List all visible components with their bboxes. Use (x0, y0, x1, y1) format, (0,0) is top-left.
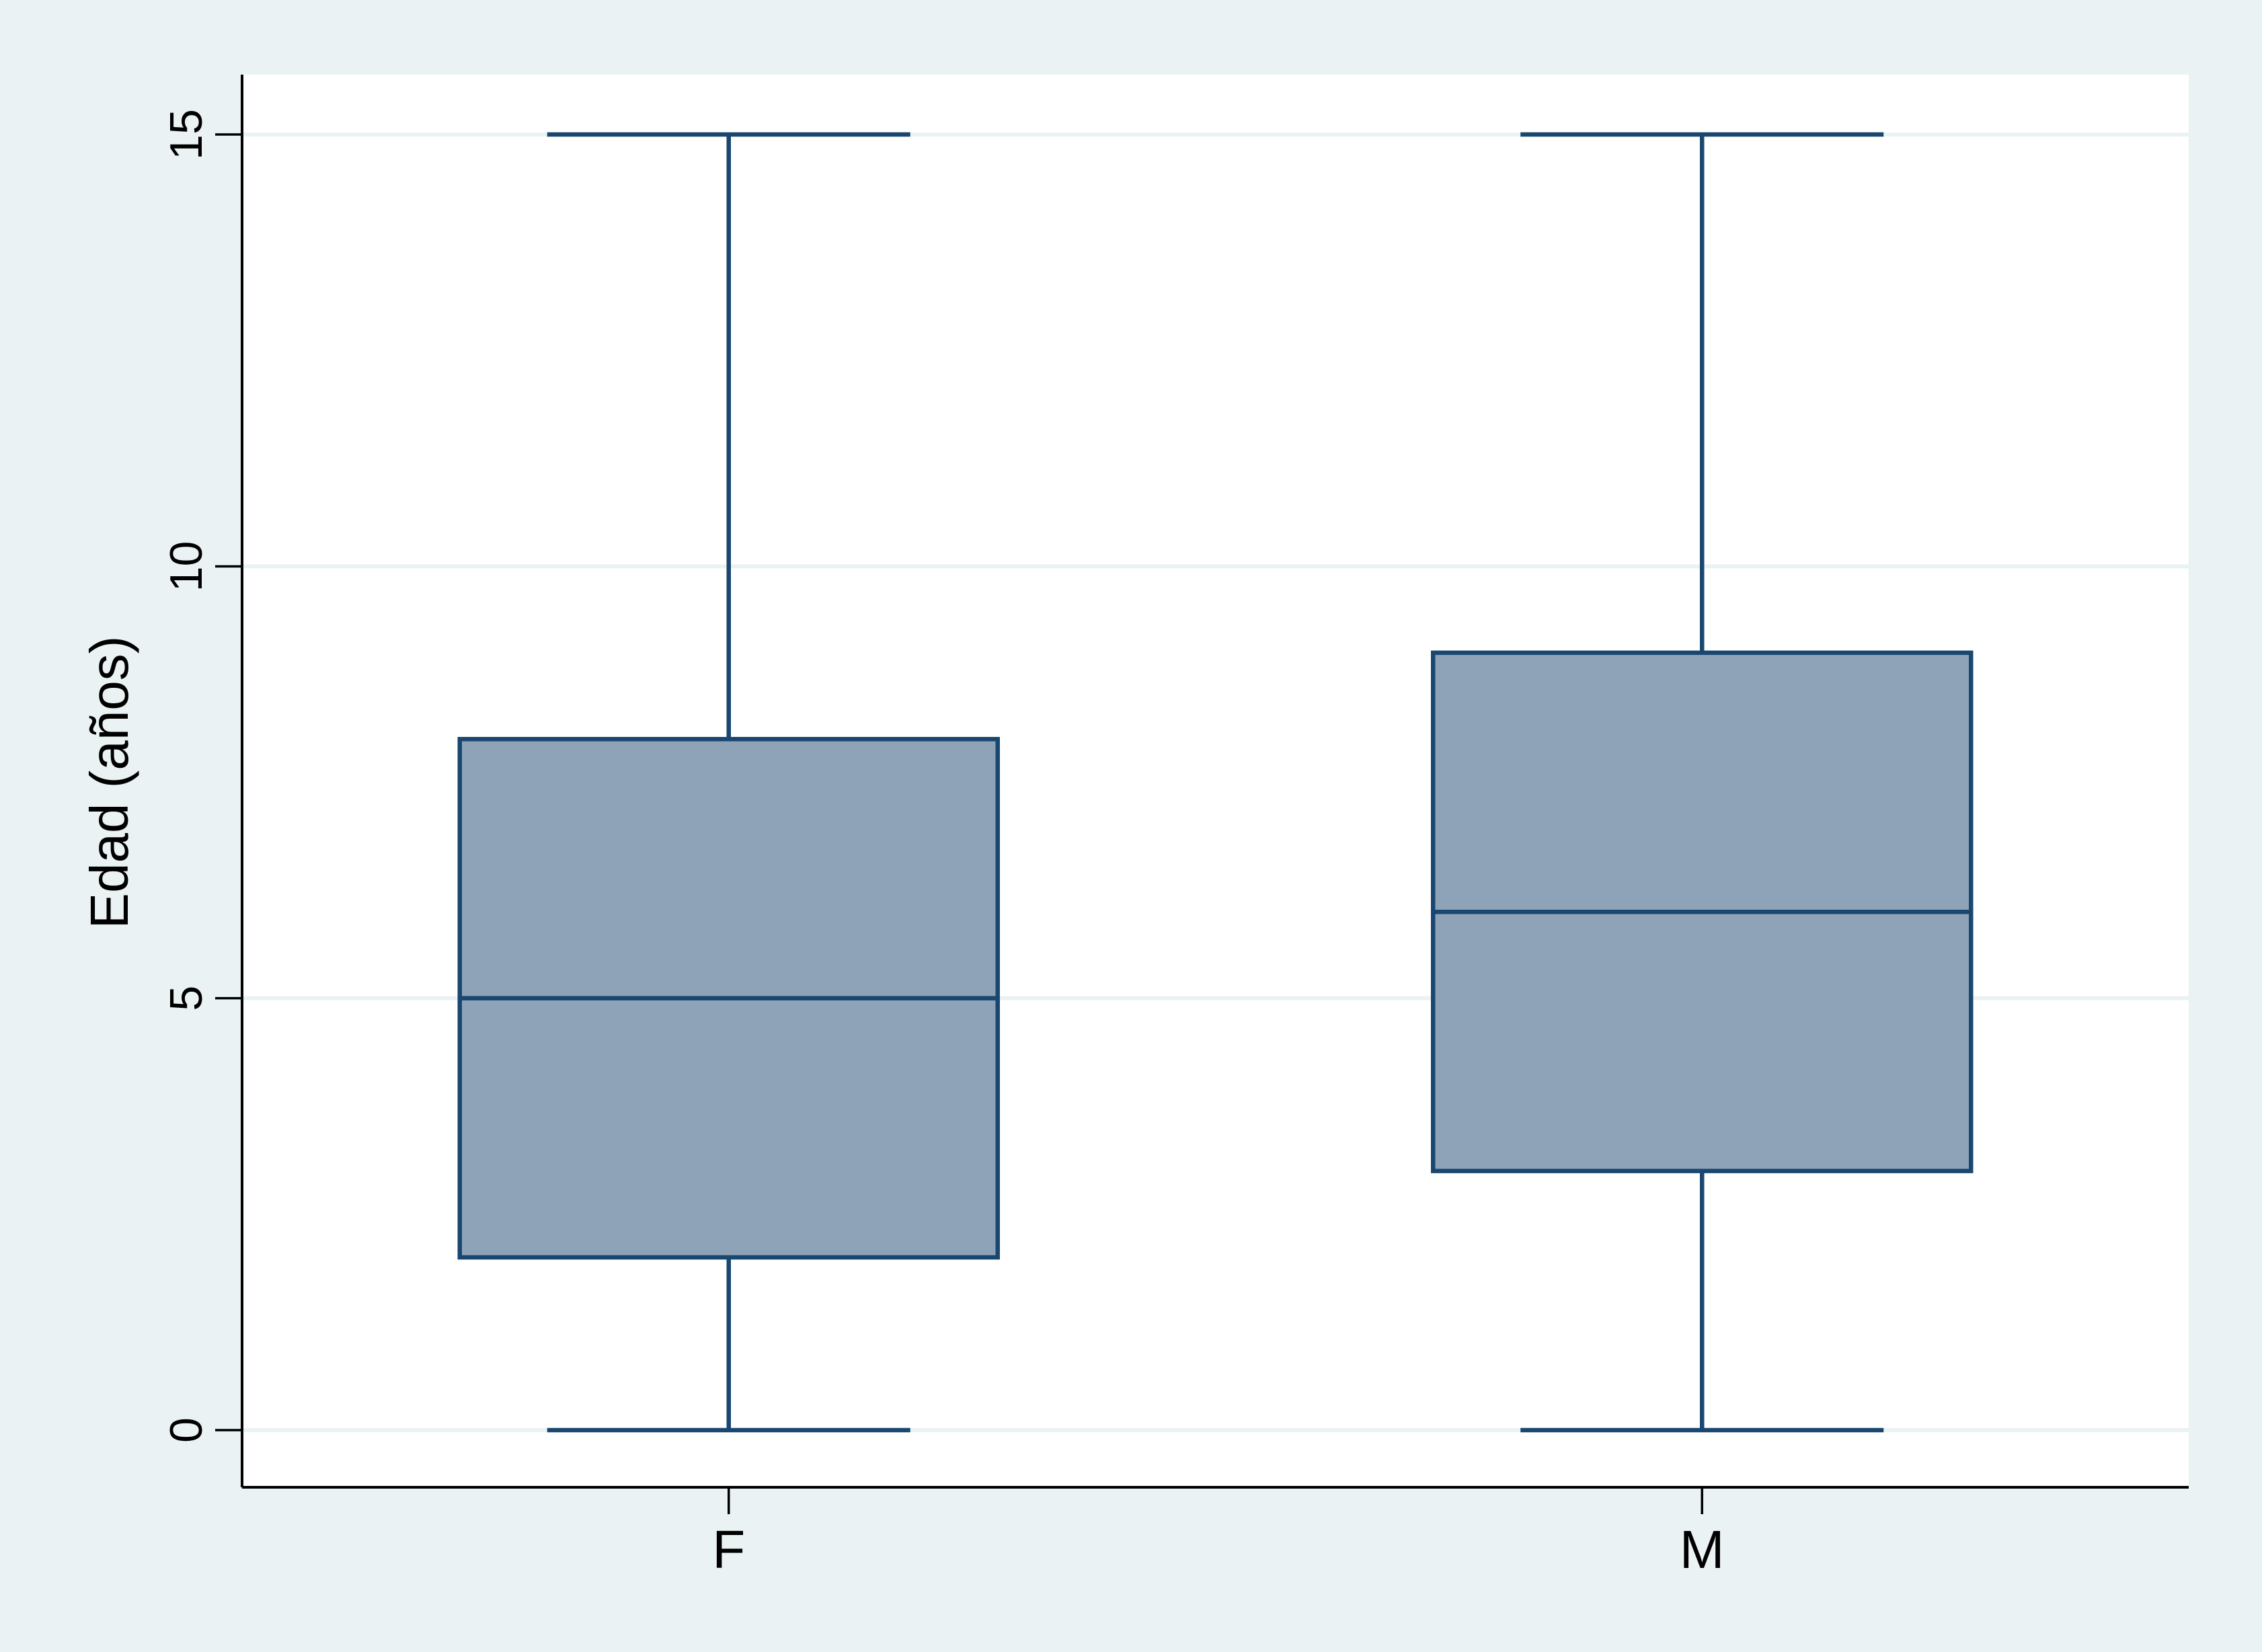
box-m (1431, 132, 1974, 1433)
y-axis-title: Edad (años) (79, 636, 139, 929)
boxes (457, 132, 1974, 1433)
x-category-label-m: M (1680, 1520, 1725, 1579)
y-tick-label-15: 15 (161, 109, 212, 160)
y-tick-label-5: 5 (161, 986, 212, 1011)
y-ticks: 0 5 10 15 (161, 109, 242, 1443)
x-category-label-f: F (712, 1520, 745, 1579)
axes (241, 75, 2189, 1489)
y-tick-label-0: 0 (161, 1417, 212, 1443)
y-tick-label-10: 10 (161, 541, 212, 592)
box-f (457, 132, 1000, 1433)
